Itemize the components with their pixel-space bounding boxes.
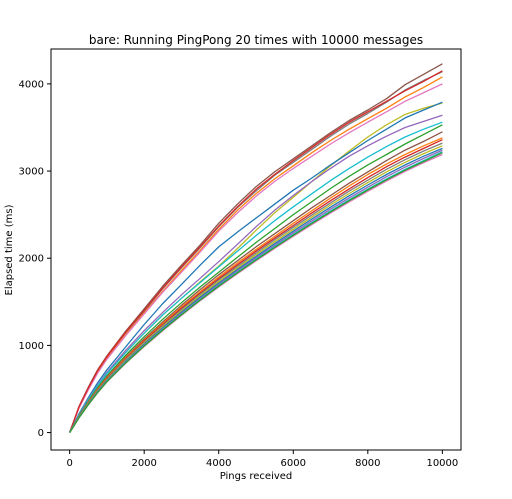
x-tick-label: 6000	[281, 458, 306, 469]
y-axis: 0 1000 2000 3000 4000	[19, 79, 51, 439]
series-line-9	[69, 121, 443, 433]
x-axis: 0 2000 4000 6000 8000 10000	[66, 450, 458, 469]
plot-lines	[68, 63, 443, 433]
y-tick-label: 0	[38, 428, 44, 439]
series-line-4	[68, 83, 443, 433]
y-tick-label: 1000	[19, 341, 44, 352]
x-axis-label: Pings received	[220, 471, 293, 482]
series-line-7	[69, 101, 443, 433]
y-axis-label: Elapsed time (ms)	[4, 204, 15, 295]
series-line-5	[68, 70, 443, 433]
x-tick-label: 8000	[355, 458, 380, 469]
y-tick-label: 4000	[19, 79, 44, 90]
plot-frame	[50, 48, 462, 451]
series-line-20	[69, 152, 443, 433]
y-tick-label: 3000	[19, 167, 44, 178]
x-tick-label: 4000	[206, 458, 231, 469]
x-tick-label: 10000	[426, 458, 458, 469]
x-tick-label: 2000	[131, 458, 156, 469]
y-tick-label: 2000	[19, 254, 44, 265]
x-tick-label: 0	[66, 458, 72, 469]
chart-title: bare: Running PingPong 20 times with 100…	[89, 33, 423, 47]
series-line-10	[69, 124, 443, 433]
